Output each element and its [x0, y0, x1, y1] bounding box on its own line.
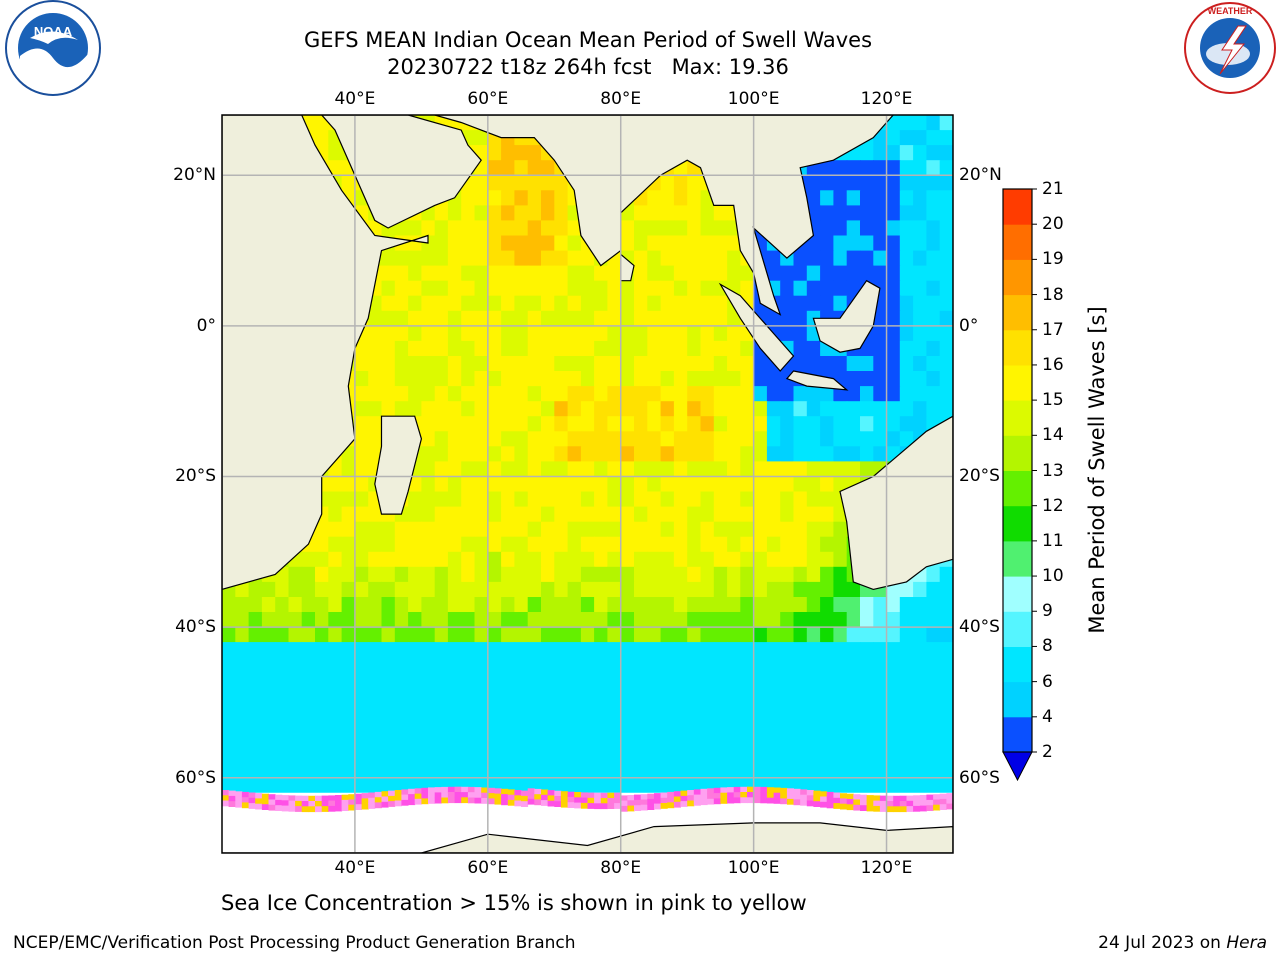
colorbar-tick-label: 20: [1042, 214, 1064, 235]
colorbar-tick-label: 4: [1042, 706, 1053, 727]
colorbar-segment: [1003, 505, 1032, 542]
colorbar-tick-label: 13: [1042, 460, 1064, 481]
lat-tick-right: 20°S: [959, 466, 1000, 487]
lon-tick-bottom: 100°E: [727, 858, 780, 878]
lon-tick-bottom: 40°E: [334, 858, 376, 878]
lat-tick-left: 0°: [196, 315, 216, 336]
asia-landmass: [434, 115, 894, 316]
lat-tick-right: 40°S: [959, 617, 1000, 638]
colorbar-tick-label: 11: [1042, 530, 1064, 551]
lon-tick-bottom: 60°E: [467, 858, 509, 878]
colorbar: [1002, 188, 1037, 782]
map-subtitle: 20230722 t18z 264h fcst Max: 19.36: [387, 55, 789, 79]
colorbar-segment: [1003, 224, 1032, 260]
colorbar-tick-label: 21: [1042, 179, 1064, 199]
map-title: GEFS MEAN Indian Ocean Mean Period of Sw…: [303, 28, 873, 52]
colorbar-tick-label: 6: [1042, 671, 1053, 692]
colorbar-segment: [1003, 259, 1032, 296]
lat-tick-left: 60°S: [175, 767, 216, 788]
colorbar-segment: [1003, 294, 1032, 331]
lon-tick-top: 120°E: [860, 89, 913, 109]
footer-host: Hera: [1226, 933, 1267, 953]
colorbar-title-text: Mean Period of Swell Waves [s]: [1085, 306, 1109, 634]
map-frame: [221, 114, 954, 854]
colorbar-segment: [1003, 611, 1032, 647]
lat-tick-left: 20°S: [175, 466, 216, 487]
lon-tick-top: 60°E: [467, 89, 509, 109]
colorbar-tick-label: 15: [1042, 390, 1064, 411]
sumatra-landmass: [718, 282, 795, 372]
footer-date: 24 Jul 2023 on Hera: [1098, 932, 1267, 954]
lat-tick-right: 0°: [959, 315, 979, 336]
lon-tick-top: 100°E: [727, 89, 780, 109]
lon-tick-bottom: 80°E: [600, 858, 642, 878]
madagascar-landmass: [374, 415, 423, 515]
colorbar-segment: [1003, 681, 1032, 718]
lat-tick-left: 20°N: [173, 165, 216, 186]
footer-credit: NCEP/EMC/Verification Post Processing Pr…: [13, 933, 576, 953]
colorbar-segment: [1003, 400, 1032, 436]
colorbar-tick-label: 10: [1042, 566, 1064, 587]
graticule: [222, 115, 953, 853]
africa-landmass: [222, 115, 429, 591]
colorbar-segment: [1003, 646, 1032, 683]
colorbar-segment: [1003, 470, 1032, 507]
lon-tick-top: 40°E: [334, 89, 376, 109]
colorbar-segment: [1003, 364, 1032, 401]
colorbar-tick-label: 18: [1042, 284, 1064, 305]
colorbar-segment: [1003, 540, 1032, 577]
lon-tick-top: 80°E: [600, 89, 642, 109]
australia-landmass: [839, 415, 953, 591]
colorbar-tick-label: 8: [1042, 636, 1053, 657]
colorbar-segment: [1003, 716, 1032, 753]
land-masses: [222, 115, 953, 853]
arabia-landmass: [320, 115, 482, 229]
colorbar-tick-label: 2: [1042, 742, 1053, 762]
lat-tick-left: 40°S: [175, 617, 216, 638]
footer-date-text: 24 Jul 2023 on: [1098, 933, 1227, 953]
sea-ice-band: [222, 786, 953, 813]
colorbar-segment: [1003, 435, 1032, 471]
colorbar-tick-label: 14: [1042, 425, 1064, 446]
colorbar-segment: [1003, 329, 1032, 366]
lat-tick-right: 60°S: [959, 767, 1000, 788]
colorbar-tick-label: 9: [1042, 601, 1053, 622]
colorbar-tick-label: 17: [1042, 319, 1064, 340]
lat-tick-right: 20°N: [959, 165, 1002, 186]
colorbar-tick-label: 19: [1042, 249, 1064, 270]
colorbar-segment: [1003, 576, 1032, 612]
java-landmass: [785, 370, 849, 391]
sea-ice-caption: Sea Ice Concentration > 15% is shown in …: [221, 891, 807, 915]
colorbar-tick-label: 12: [1042, 495, 1064, 516]
lon-tick-bottom: 120°E: [860, 858, 913, 878]
colorbar-tick-label: 16: [1042, 354, 1064, 375]
colorbar-segment: [1003, 189, 1032, 225]
